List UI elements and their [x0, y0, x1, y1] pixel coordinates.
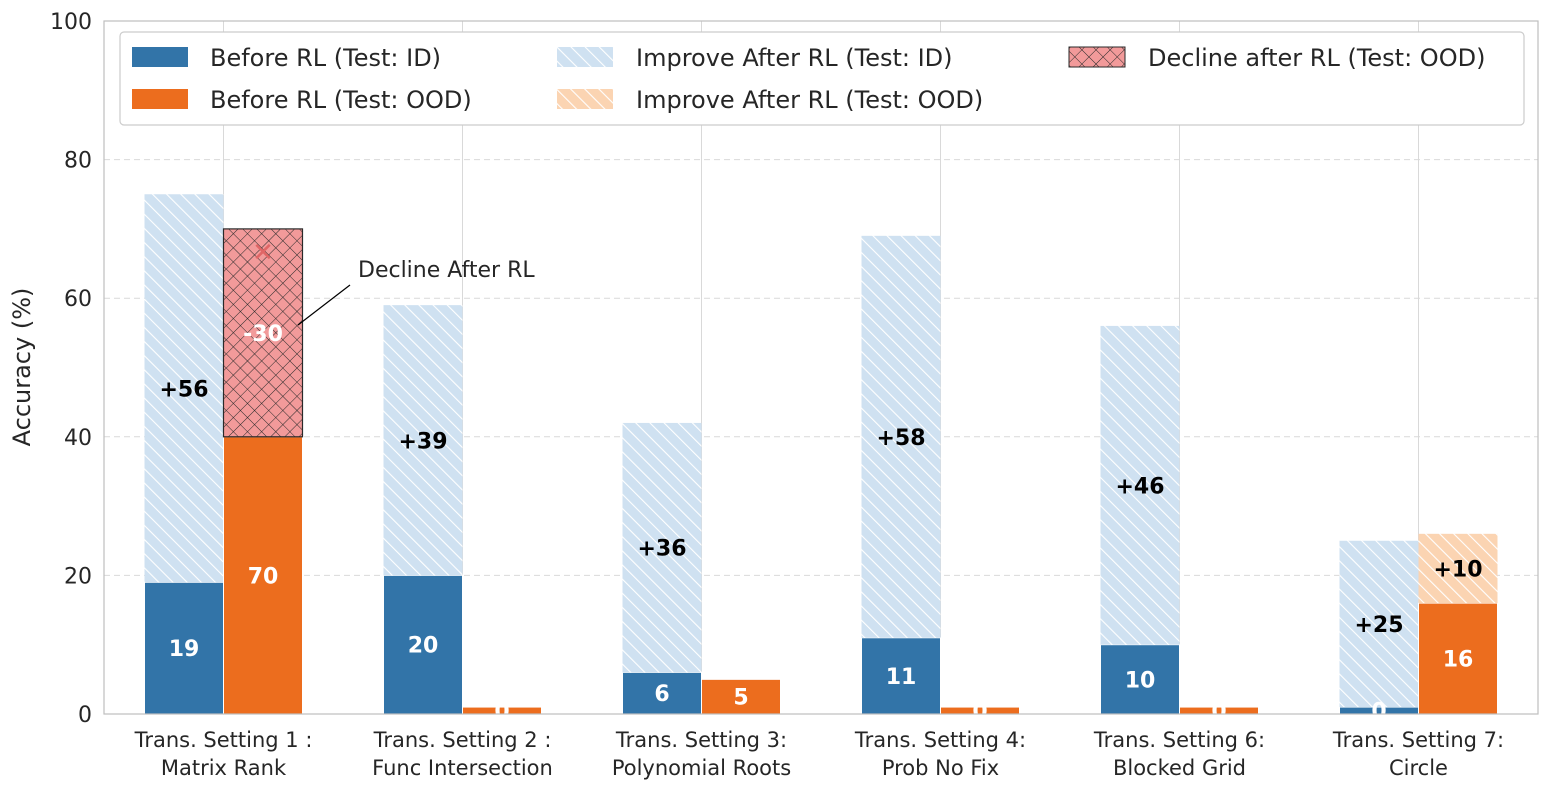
data-label-before-id: 0: [1371, 700, 1386, 725]
legend-label-improve-ood: Improve After RL (Test: OOD): [636, 86, 983, 114]
bar-improve-id: [383, 305, 463, 576]
data-label-before-id: 10: [1125, 668, 1156, 693]
data-label-before-id: 6: [654, 682, 669, 707]
y-tick-label: 100: [50, 10, 92, 35]
y-tick-label: 80: [64, 149, 92, 174]
legend-swatch-improve-id: [557, 47, 613, 67]
legend-swatch-improve-ood: [557, 89, 613, 109]
labels-layer: 19 +56 70 -30 ✕ Decline After RL 20 +39 0 6 +36 5 11…: [159, 238, 1482, 725]
x-tick-label: Trans. Setting 3:: [615, 728, 787, 752]
annotation-decline-after-rl: Decline After RL: [358, 258, 535, 283]
bar-before-id: [861, 637, 941, 715]
bar-improve-id: [861, 235, 941, 638]
legend-swatch-before-id: [132, 47, 188, 67]
y-tick-label: 20: [64, 564, 92, 589]
legend-label-before-id: Before RL (Test: ID): [210, 44, 441, 72]
x-tick-label: Trans. Setting 2 :: [373, 728, 552, 752]
data-label-before-ood: 0: [494, 700, 509, 725]
y-axis-label: Accuracy (%): [8, 288, 36, 447]
x-tick-label: Trans. Setting 4:: [854, 728, 1026, 752]
decline-x-marker: ✕: [252, 238, 274, 268]
bar-before-ood: [223, 436, 303, 715]
legend-frame: [119, 31, 1525, 126]
bar-decline-ood: [222, 228, 304, 438]
bar-improve-id: [144, 194, 224, 583]
data-label-before-id: 11: [886, 665, 917, 690]
data-label-improve-id: +56: [159, 377, 208, 402]
bar-before-id: [383, 574, 463, 715]
data-label-before-ood: 5: [733, 686, 748, 711]
legend-label-improve-id: Improve After RL (Test: ID): [636, 44, 953, 72]
legend-swatch-before-ood: [132, 89, 188, 109]
annotation-arrow: [297, 284, 351, 326]
data-label-improve-id: +39: [398, 429, 447, 454]
data-label-improve-id: +46: [1115, 474, 1164, 499]
data-label-before-id: 19: [169, 637, 200, 662]
legend-swatch-decline-ood: [1068, 46, 1126, 68]
bar-before-ood: [701, 678, 781, 715]
y-tick-label: 40: [64, 426, 92, 451]
bar-improve-ood: [1418, 533, 1498, 604]
x-tick-label: Prob No Fix: [882, 756, 999, 780]
bars-layer: [144, 194, 1498, 715]
x-tick-label: Blocked Grid: [1113, 756, 1246, 780]
bar-before-ood: [1418, 602, 1498, 715]
bar-improve-id: [622, 422, 702, 673]
x-tick-label: Trans. Setting 6:: [1093, 728, 1265, 752]
plot-frame: [103, 20, 1539, 715]
data-label-improve-ood: +10: [1433, 557, 1482, 582]
bar-improve-id: [1339, 540, 1419, 708]
bar-before-id: [144, 581, 224, 715]
y-tick-label: 0: [78, 703, 92, 728]
legend-label-before-ood: Before RL (Test: OOD): [210, 86, 472, 114]
x-tick-label: Trans. Setting 1 :: [134, 728, 313, 752]
x-tick-label: Trans. Setting 7:: [1332, 728, 1504, 752]
data-label-before-ood: 0: [1211, 700, 1226, 725]
data-label-before-ood: 16: [1443, 648, 1474, 673]
bar-before-id: [1100, 644, 1180, 715]
y-tick-label: 60: [64, 287, 92, 312]
x-tick-label: Polynomial Roots: [612, 756, 791, 780]
data-label-decline-ood: -30: [243, 322, 283, 347]
x-tick-label: Matrix Rank: [161, 756, 287, 780]
x-tick-label: Circle: [1389, 756, 1448, 780]
data-label-before-ood: 70: [248, 564, 279, 589]
bar-improve-id: [1100, 325, 1180, 645]
data-label-before-id: 20: [408, 634, 439, 659]
data-label-improve-id: +58: [876, 426, 925, 451]
data-label-before-ood: 0: [972, 700, 987, 725]
legend-label-decline-ood: Decline after RL (Test: OOD): [1148, 44, 1485, 72]
data-label-improve-id: +36: [637, 537, 686, 562]
legend: Before RL (Test: ID) Improve After RL (T…: [119, 31, 1525, 126]
data-label-improve-id: +25: [1354, 613, 1403, 638]
x-tick-label: Func Intersection: [372, 756, 553, 780]
